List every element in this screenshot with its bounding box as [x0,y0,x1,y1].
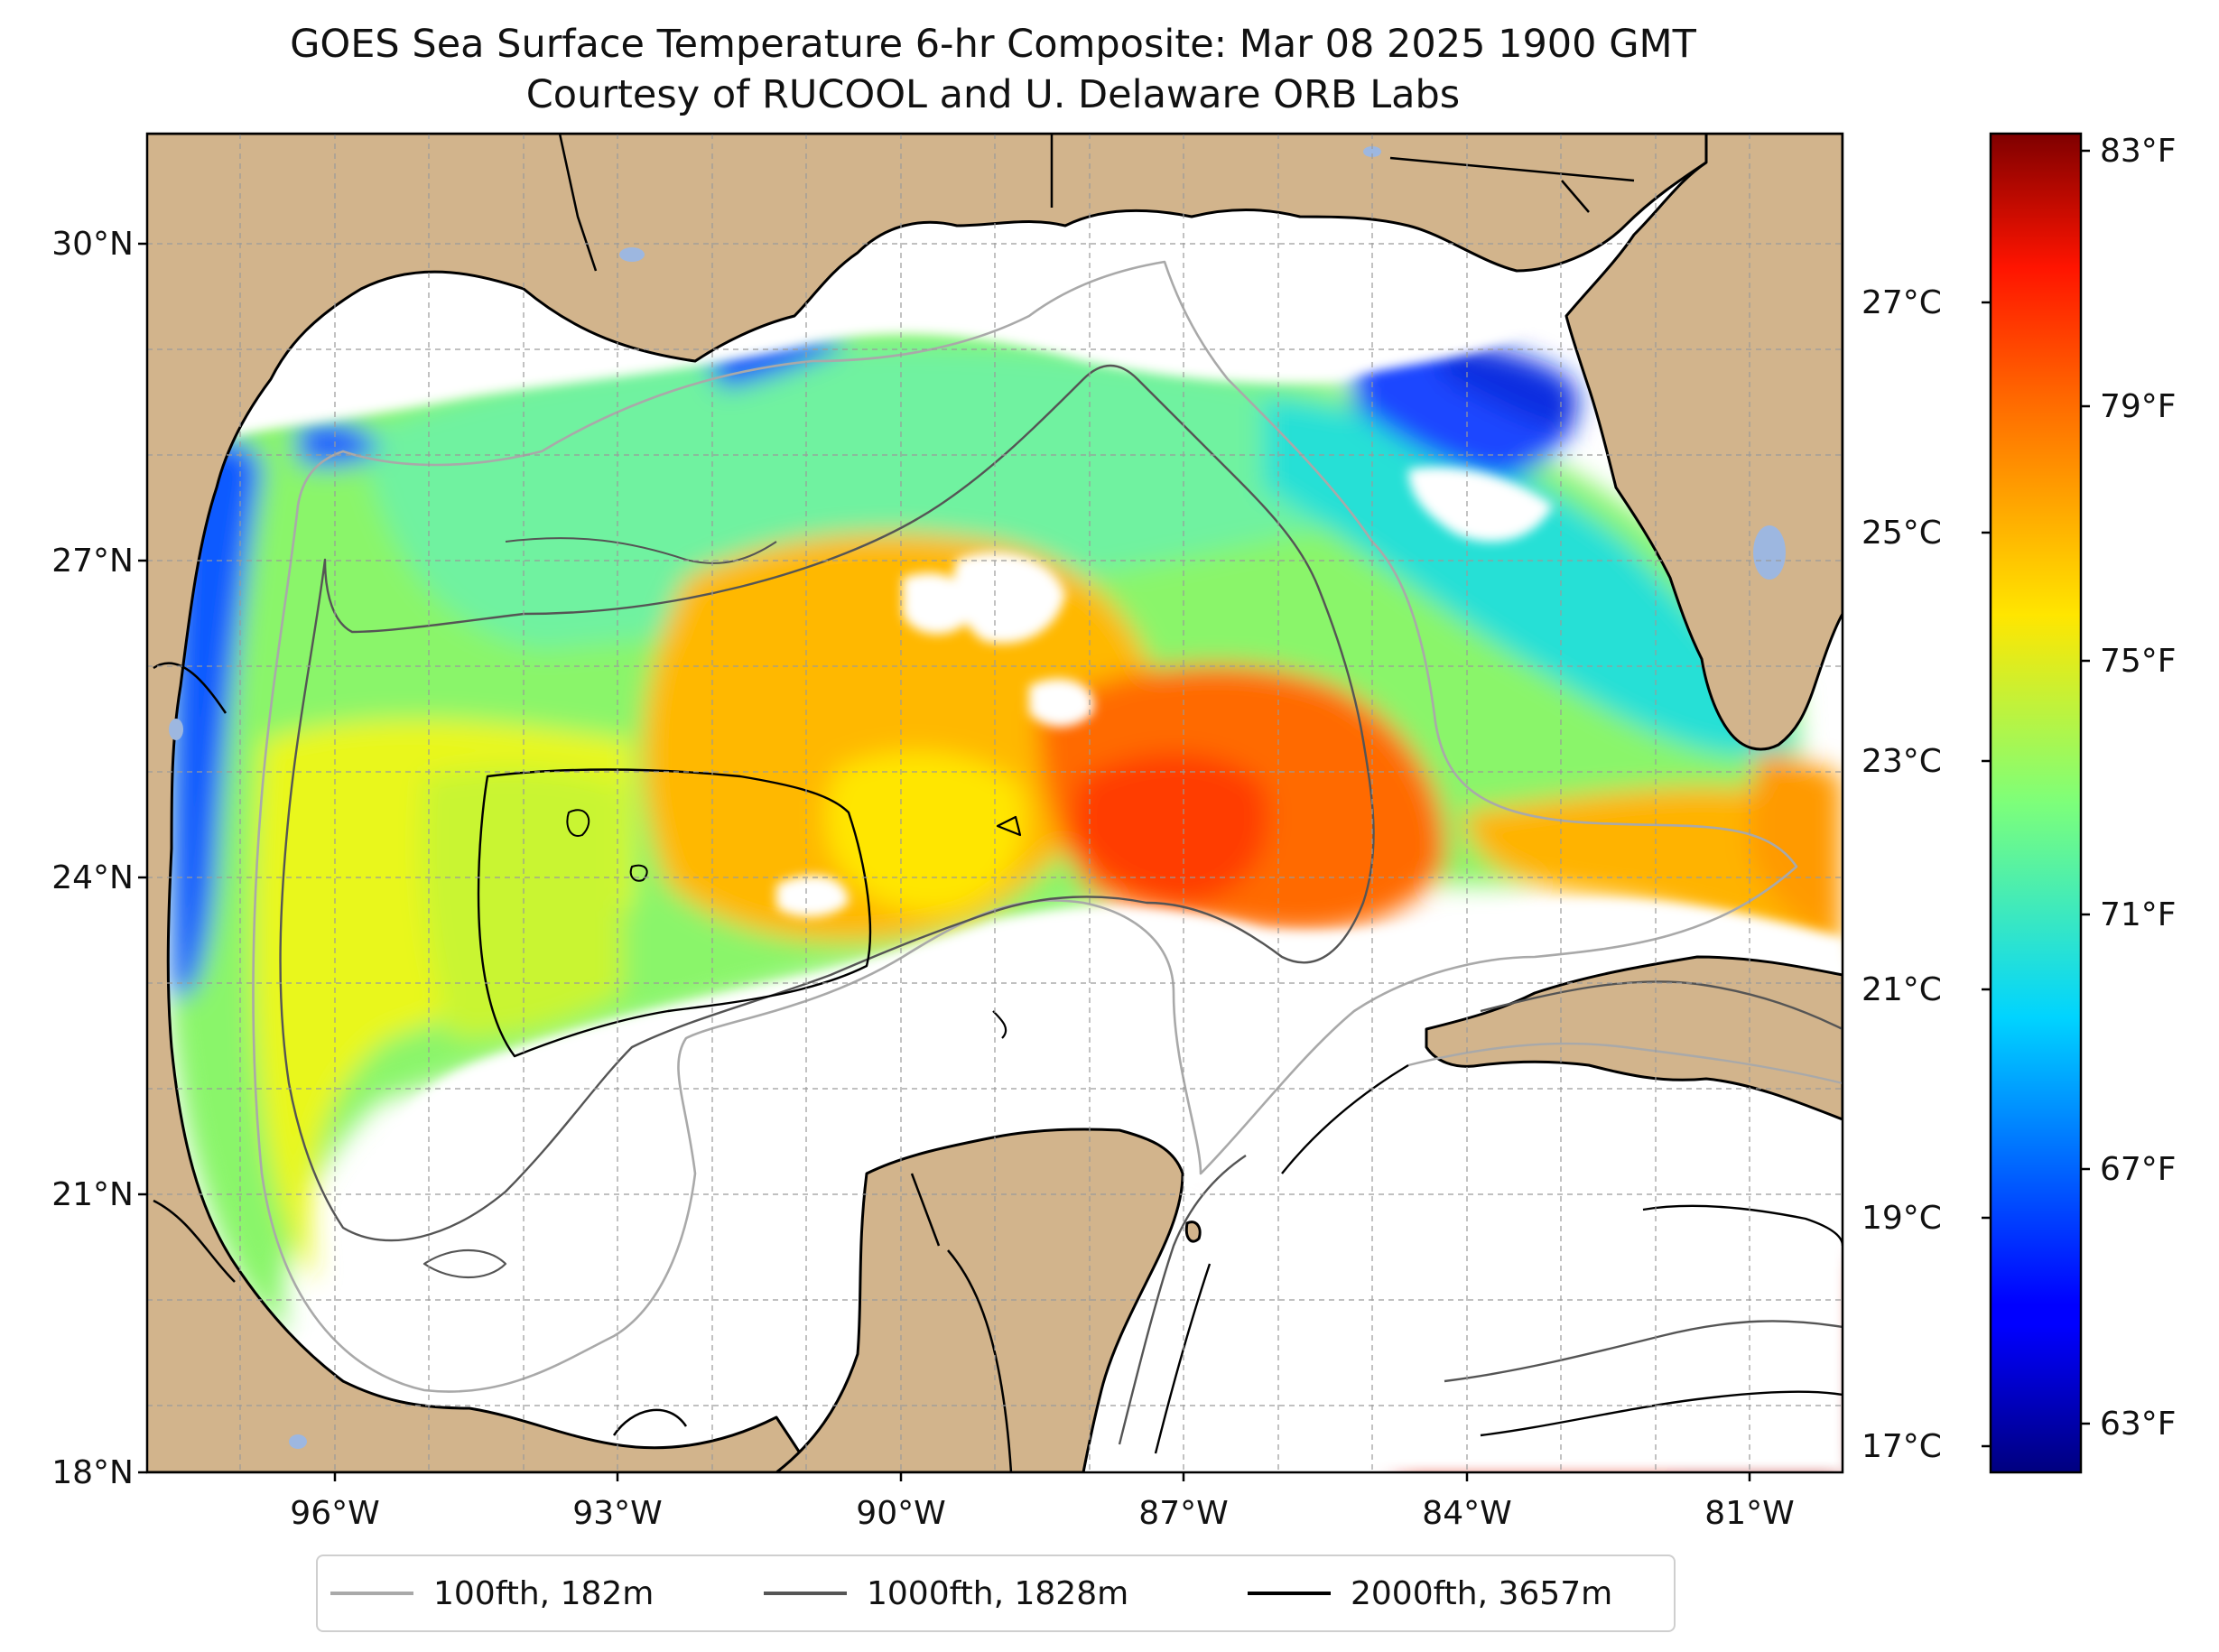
legend-line-100fth [330,1592,413,1595]
colorbar-fahrenheit-label: 75°F [2100,643,2177,680]
figure-subtitle: Courtesy of RUCOOL and U. Delaware ORB L… [525,72,1461,117]
axis-ticks [138,242,1751,1481]
lon-tick-label: 90°W [856,1495,946,1532]
legend-item: 100fth, 182m [330,1556,654,1630]
colorbar-celsius-label: 21°C [1862,971,1942,1008]
colorbar-ticks [1982,149,2090,1448]
colorbar-celsius-label: 19°C [1862,1200,1942,1237]
contour-legend: 100fth, 182m 1000fth, 1828m 2000fth, 365… [316,1555,1676,1632]
legend-line-2000fth [1248,1592,1331,1595]
lat-tick-label: 24°N [51,859,134,896]
map-area [147,134,1843,1472]
lon-tick-label: 81°W [1704,1495,1795,1532]
map-frame [145,132,1844,1474]
gridlines [147,134,1843,1472]
colorbar-fahrenheit-label: 79°F [2100,388,2177,425]
colorbar-fahrenheit-label: 83°F [2100,133,2177,170]
lakes [169,146,1786,1449]
lon-tick-label: 84°W [1422,1495,1512,1532]
bathymetry-contours [252,260,1843,1454]
lat-tick-label: 21°N [51,1176,134,1213]
colorbar-fahrenheit-label: 63°F [2100,1406,2177,1443]
colorbar-celsius-label: 17°C [1862,1428,1942,1465]
legend-label: 100fth, 182m [433,1574,655,1612]
lat-tick-label: 30°N [51,226,134,263]
colorbar-fahrenheit-label: 67°F [2100,1151,2177,1188]
colorbar-fahrenheit-label: 71°F [2100,896,2177,933]
colorbar [1989,132,2083,1474]
legend-label: 1000fth, 1828m [867,1574,1129,1612]
legend-item: 2000fth, 3657m [1248,1556,1612,1630]
state-borders [153,134,1635,1472]
lon-tick-label: 87°W [1138,1495,1229,1532]
lon-tick-label: 96°W [290,1495,380,1532]
legend-item: 1000fth, 1828m [764,1556,1128,1630]
lat-tick-label: 18°N [51,1454,134,1491]
legend-label: 2000fth, 3657m [1351,1574,1613,1612]
lat-tick-label: 27°N [51,543,134,580]
colorbar-celsius-label: 27°C [1862,284,1942,321]
lon-tick-label: 93°W [572,1495,663,1532]
colorbar-celsius-label: 23°C [1862,743,1942,780]
figure-title: GOES Sea Surface Temperature 6-hr Compos… [290,22,1696,67]
legend-line-1000fth [764,1592,847,1595]
colorbar-celsius-label: 25°C [1862,515,1942,552]
land [147,134,1843,1472]
